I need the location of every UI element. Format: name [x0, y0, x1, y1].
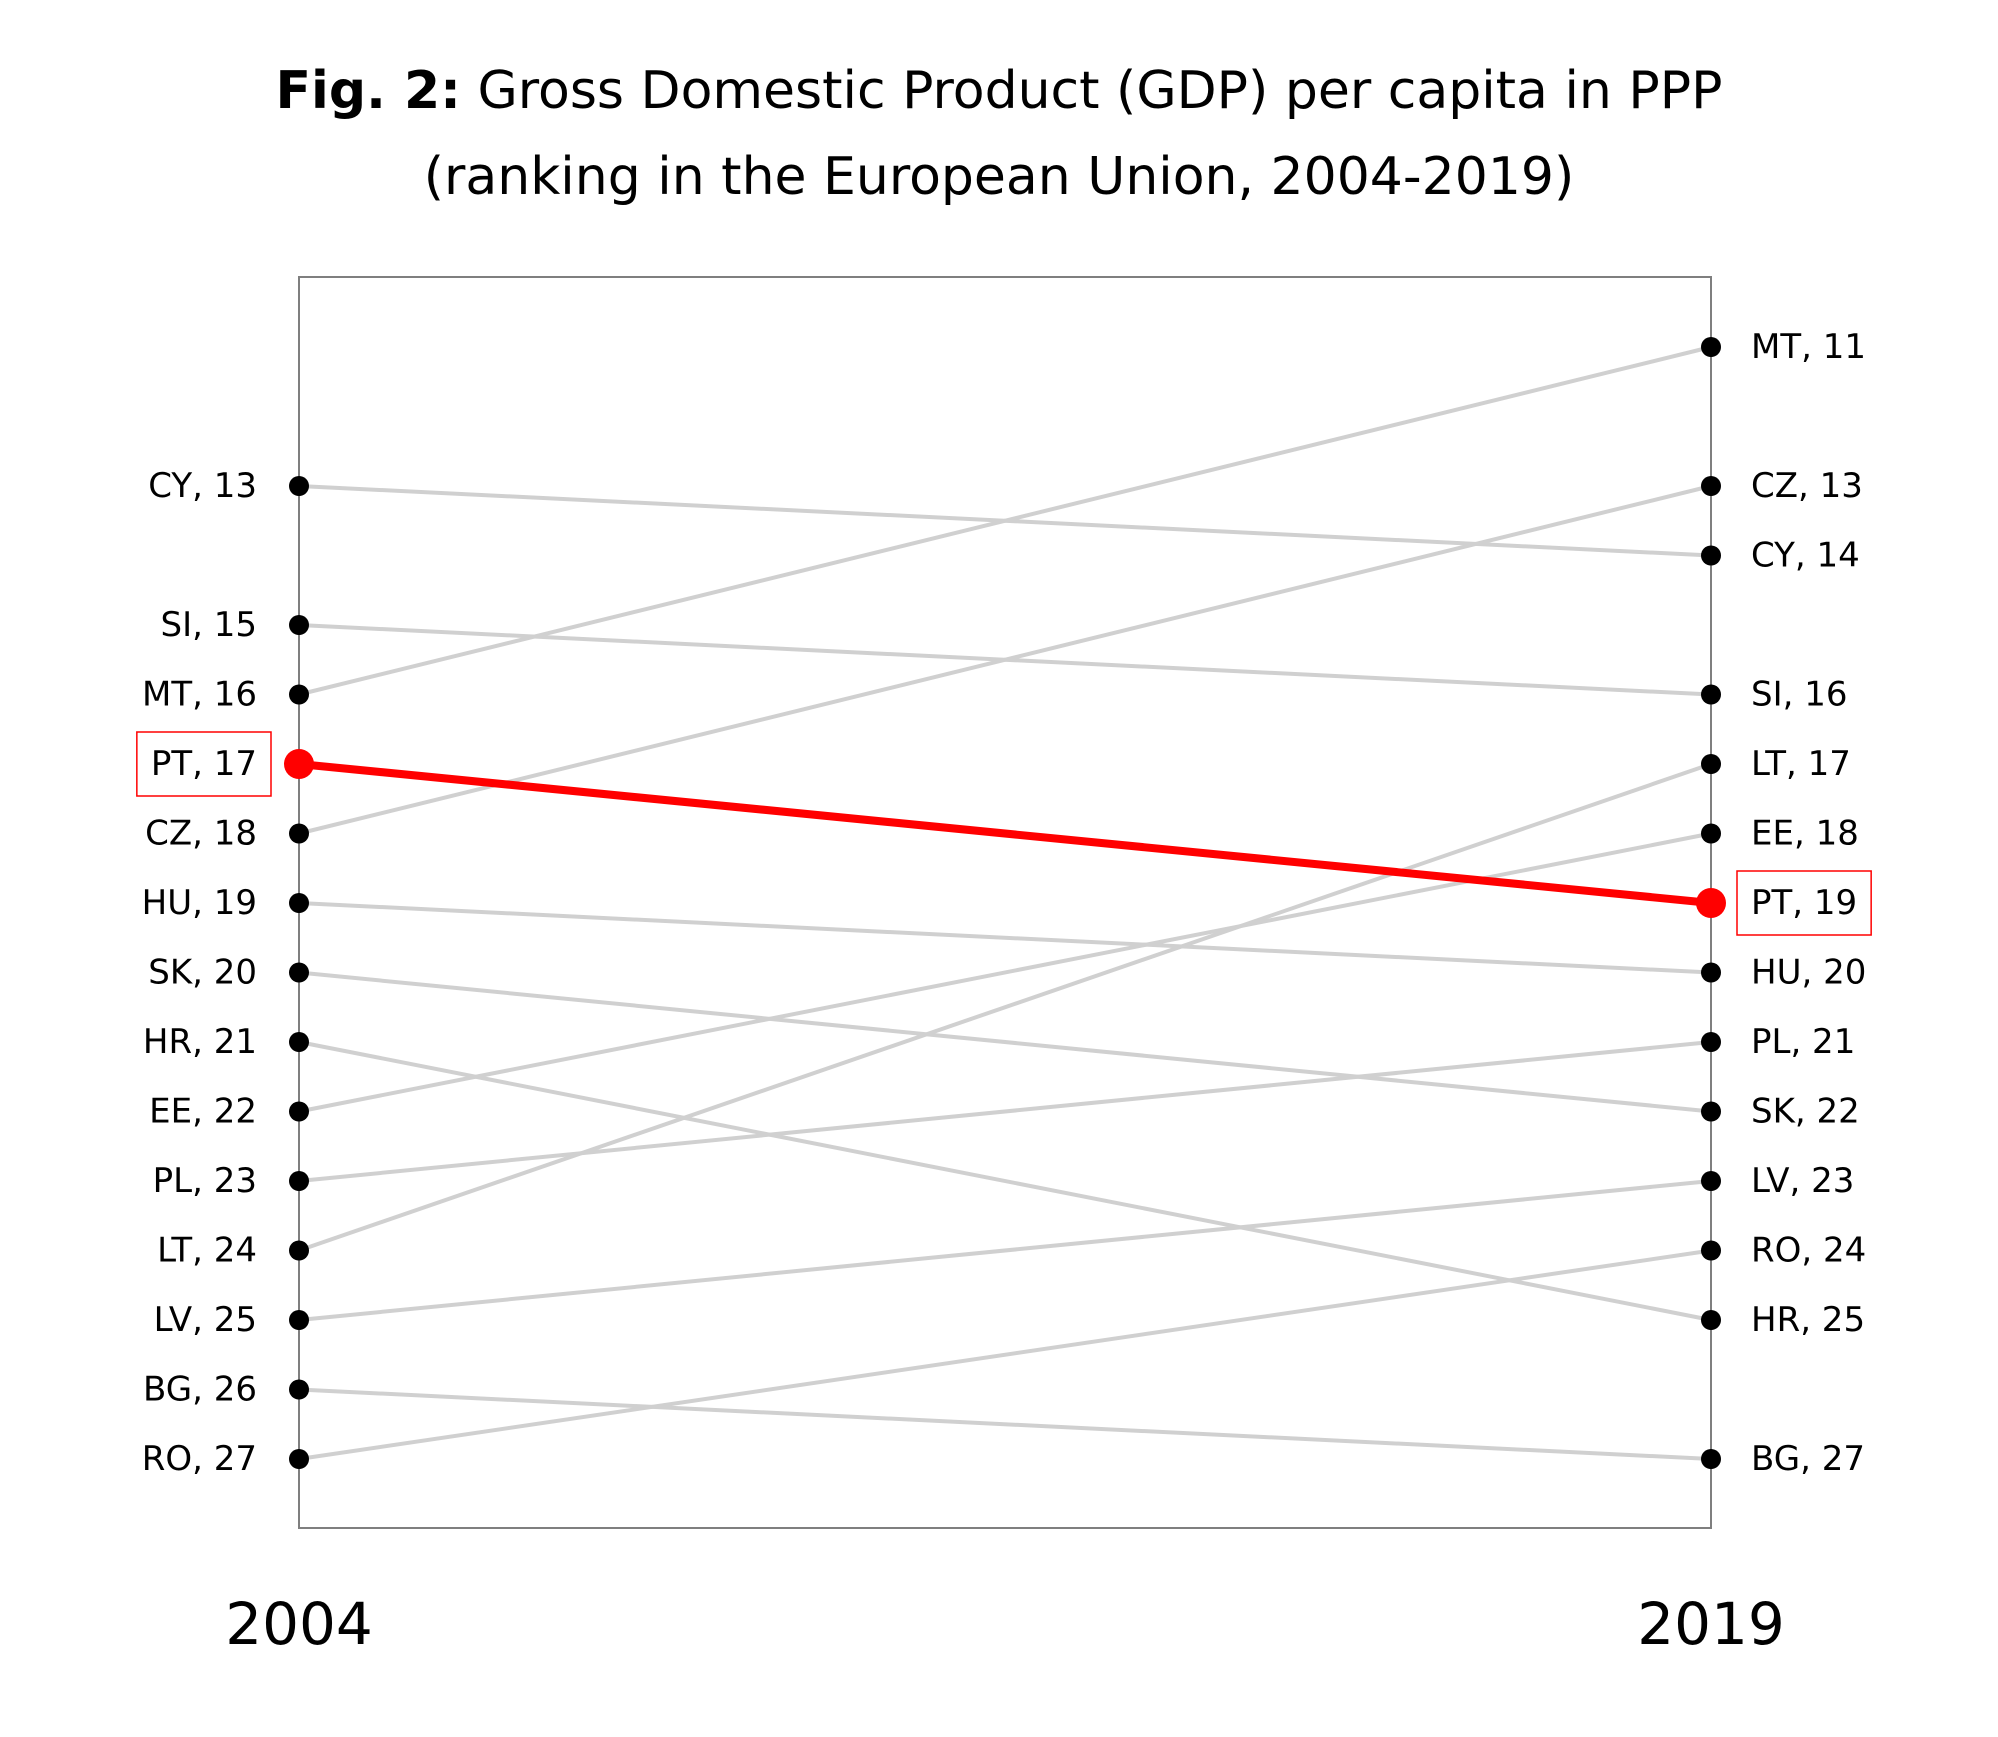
series-line-cz: [298, 484, 1712, 836]
point-bg-start: [289, 1379, 309, 1400]
plot-frame: [298, 276, 1712, 1529]
series-line-pt: [298, 760, 1712, 907]
label-pt-end: PT, 19: [1751, 883, 1857, 923]
label-hr-end: HR, 25: [1751, 1300, 1865, 1340]
series-line-lt: [298, 762, 1712, 1253]
point-ro-end: [1701, 1240, 1721, 1261]
title-prefix: Fig. 2:: [275, 61, 461, 121]
label-sk-start: SK, 20: [148, 953, 257, 993]
label-hr-start: HR, 21: [143, 1022, 257, 1062]
labels-layer: CY, 13 CY, 14 SI, 15 SI, 16 MT, 16 MT, 11 CZ, …: [136, 327, 1872, 1479]
point-lv-start: [289, 1310, 309, 1330]
label-pl-start: PL, 23: [153, 1161, 257, 1201]
title-line-2: (ranking in the European Union, 2004-201…: [423, 147, 1575, 207]
label-lt-start: LT, 24: [157, 1231, 257, 1271]
points-layer: [284, 337, 1726, 1469]
label-lv-start: LV, 25: [154, 1300, 257, 1340]
point-mt-start: [289, 684, 309, 705]
point-ee-start: [289, 1101, 309, 1122]
series-line-ro: [298, 1248, 1712, 1461]
label-mt-end: MT, 11: [1751, 327, 1866, 367]
point-hr-start: [289, 1032, 309, 1052]
point-mt-end: [1701, 337, 1721, 357]
point-lt-start: [289, 1240, 309, 1261]
label-sk-end: SK, 22: [1751, 1092, 1860, 1132]
series-line-sk: [298, 970, 1712, 1114]
label-bg-end: BG, 27: [1751, 1439, 1865, 1479]
point-ee-end: [1701, 823, 1721, 844]
point-si-end: [1701, 684, 1721, 705]
series-line-ee: [298, 831, 1712, 1114]
series-line-hu: [298, 901, 1712, 975]
label-si-start: SI, 15: [161, 605, 258, 645]
point-pl-start: [289, 1171, 309, 1191]
point-hr-end: [1701, 1310, 1721, 1330]
label-cy-end: CY, 14: [1751, 536, 1860, 576]
label-lv-end: LV, 23: [1751, 1161, 1854, 1201]
series-line-lv: [298, 1179, 1712, 1322]
label-hu-end: HU, 20: [1751, 953, 1866, 993]
point-hu-start: [289, 893, 309, 913]
series-line-hr: [298, 1040, 1712, 1322]
point-si-start: [289, 615, 309, 635]
point-cz-end: [1701, 476, 1721, 496]
label-ro-end: RO, 24: [1751, 1231, 1866, 1271]
point-lv-end: [1701, 1171, 1721, 1191]
highlight-box-pt-end: [1736, 870, 1872, 936]
point-hu-end: [1701, 962, 1721, 983]
point-sk-start: [289, 962, 309, 983]
label-lt-end: LT, 17: [1751, 744, 1851, 784]
point-cz-start: [289, 823, 309, 844]
label-cz-end: CZ, 13: [1751, 466, 1863, 506]
title-main: Gross Domestic Product (GDP) per capita …: [477, 61, 1723, 121]
lines-layer: [298, 345, 1712, 1461]
title-line-1: Fig. 2: Gross Domestic Product (GDP) per…: [0, 48, 1998, 134]
point-lt-end: [1701, 754, 1721, 774]
label-pl-end: PL, 21: [1751, 1022, 1855, 1062]
label-ee-start: EE, 22: [149, 1092, 257, 1132]
label-pt-start: PT, 17: [151, 744, 257, 784]
year-label-end: 2019: [1637, 1590, 1785, 1658]
label-ee-end: EE, 18: [1751, 814, 1859, 854]
label-mt-start: MT, 16: [142, 675, 257, 715]
label-cy-start: CY, 13: [148, 466, 257, 506]
label-si-end: SI, 16: [1751, 675, 1848, 715]
chart-title: Fig. 2: Gross Domestic Product (GDP) per…: [0, 48, 1998, 220]
label-cz-start: CZ, 18: [145, 814, 257, 854]
label-ro-start: RO, 27: [142, 1439, 257, 1479]
point-ro-start: [289, 1449, 309, 1469]
point-pt-end: [1696, 888, 1726, 918]
point-cy-end: [1701, 545, 1721, 566]
series-line-bg: [298, 1387, 1712, 1461]
label-bg-start: BG, 26: [143, 1370, 257, 1410]
point-cy-start: [289, 476, 309, 496]
point-bg-end: [1701, 1449, 1721, 1469]
point-sk-end: [1701, 1101, 1721, 1122]
label-hu-start: HU, 19: [142, 883, 257, 923]
point-pl-end: [1701, 1032, 1721, 1052]
series-line-mt: [298, 345, 1712, 697]
highlight-box-pt-start: [136, 731, 272, 797]
year-label-start: 2004: [225, 1590, 373, 1658]
point-pt-start: [284, 749, 314, 779]
series-line-pl: [298, 1040, 1712, 1183]
